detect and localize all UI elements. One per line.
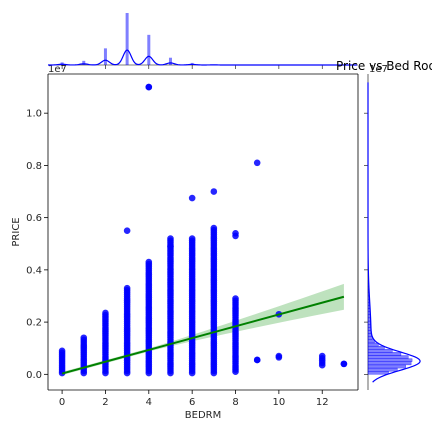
y-tick-label: 0.2	[26, 318, 42, 329]
scatter-point	[188, 194, 196, 202]
top-marginal-bar	[125, 13, 129, 65]
right-marginal-histogram	[364, 74, 421, 390]
right-marginal-bar	[367, 314, 371, 319]
right-marginal-bar	[367, 345, 385, 350]
top-marginal-bar	[82, 60, 86, 65]
chart-title: Price vs Bed Rooms	[336, 59, 432, 73]
scatter-point	[210, 224, 218, 232]
right-marginal-bar	[367, 364, 406, 369]
right-marginal-bar	[367, 339, 375, 344]
y-tick-label: 0.0	[26, 370, 42, 381]
scatter-point	[167, 243, 174, 250]
regression-line-layer	[61, 295, 345, 375]
right-marginal-bar	[367, 336, 373, 341]
top-marginal-histogram	[47, 13, 358, 69]
y-axis-ticks: 0.0 0.2 0.4 0.6 0.8 1.0	[26, 109, 48, 381]
right-marginal-bar	[367, 367, 398, 372]
scatter-point	[145, 258, 153, 266]
right-marginal-bar	[367, 333, 372, 337]
right-marginal-bar	[367, 358, 413, 362]
right-marginal-bar	[367, 361, 412, 366]
right-marginal-bar	[367, 320, 371, 325]
regression-line	[61, 295, 345, 375]
y-tick-label: 0.8	[26, 161, 42, 172]
right-marginal-bar	[367, 352, 402, 356]
scatter-point	[123, 284, 131, 292]
scatter-point	[102, 309, 109, 317]
x-tick-label: 12	[316, 397, 329, 408]
scatter-points-layer	[58, 83, 348, 377]
scatter-point	[232, 295, 239, 302]
main-plot-area	[47, 73, 359, 391]
scatter-point	[253, 159, 261, 167]
right-marginal-bar	[367, 327, 371, 331]
y-axis-label: PRICE	[11, 217, 22, 246]
scatter-point	[340, 360, 348, 368]
x-axis-ticks: 0 2 4 6 8 10 12	[59, 390, 329, 408]
y-tick-label: 0.6	[26, 213, 42, 224]
scatter-point	[167, 235, 174, 242]
scatter-point	[210, 188, 218, 195]
x-tick-label: 4	[146, 397, 152, 408]
right-marginal-kde	[367, 82, 421, 383]
scatter-point	[145, 83, 153, 91]
scatter-point	[275, 352, 283, 360]
right-marginal-bar	[367, 355, 409, 359]
x-tick-label: 2	[102, 397, 108, 408]
top-marginal-kde	[47, 49, 357, 66]
scatter-point	[253, 356, 261, 364]
y-tick-label: 1.0	[26, 109, 42, 120]
right-marginal-bar	[367, 317, 371, 322]
scatter-point	[232, 230, 239, 237]
right-marginal-offset-label: 1e7	[369, 64, 388, 75]
right-marginal-bar	[367, 349, 393, 353]
scatter-point	[58, 347, 66, 355]
x-tick-label: 8	[232, 397, 238, 408]
scatter-point	[123, 227, 131, 234]
y-offset-label: 1e7	[48, 64, 67, 75]
top-marginal-bar	[147, 34, 151, 65]
x-tick-label: 0	[59, 397, 65, 408]
right-marginal-bar	[367, 330, 371, 334]
scatter-point	[188, 235, 196, 242]
scatter-point	[318, 352, 326, 360]
x-tick-label: 6	[189, 397, 195, 408]
right-marginal-bar	[367, 371, 389, 375]
right-marginal-bar	[367, 324, 371, 328]
top-marginal-bar	[103, 48, 107, 65]
x-axis-label: BEDRM	[185, 410, 221, 421]
right-marginal-bar	[367, 342, 379, 347]
y-tick-label: 0.4	[26, 265, 42, 276]
top-marginal-bar	[168, 57, 172, 65]
scatter-point	[80, 334, 88, 342]
x-tick-label: 10	[273, 397, 286, 408]
